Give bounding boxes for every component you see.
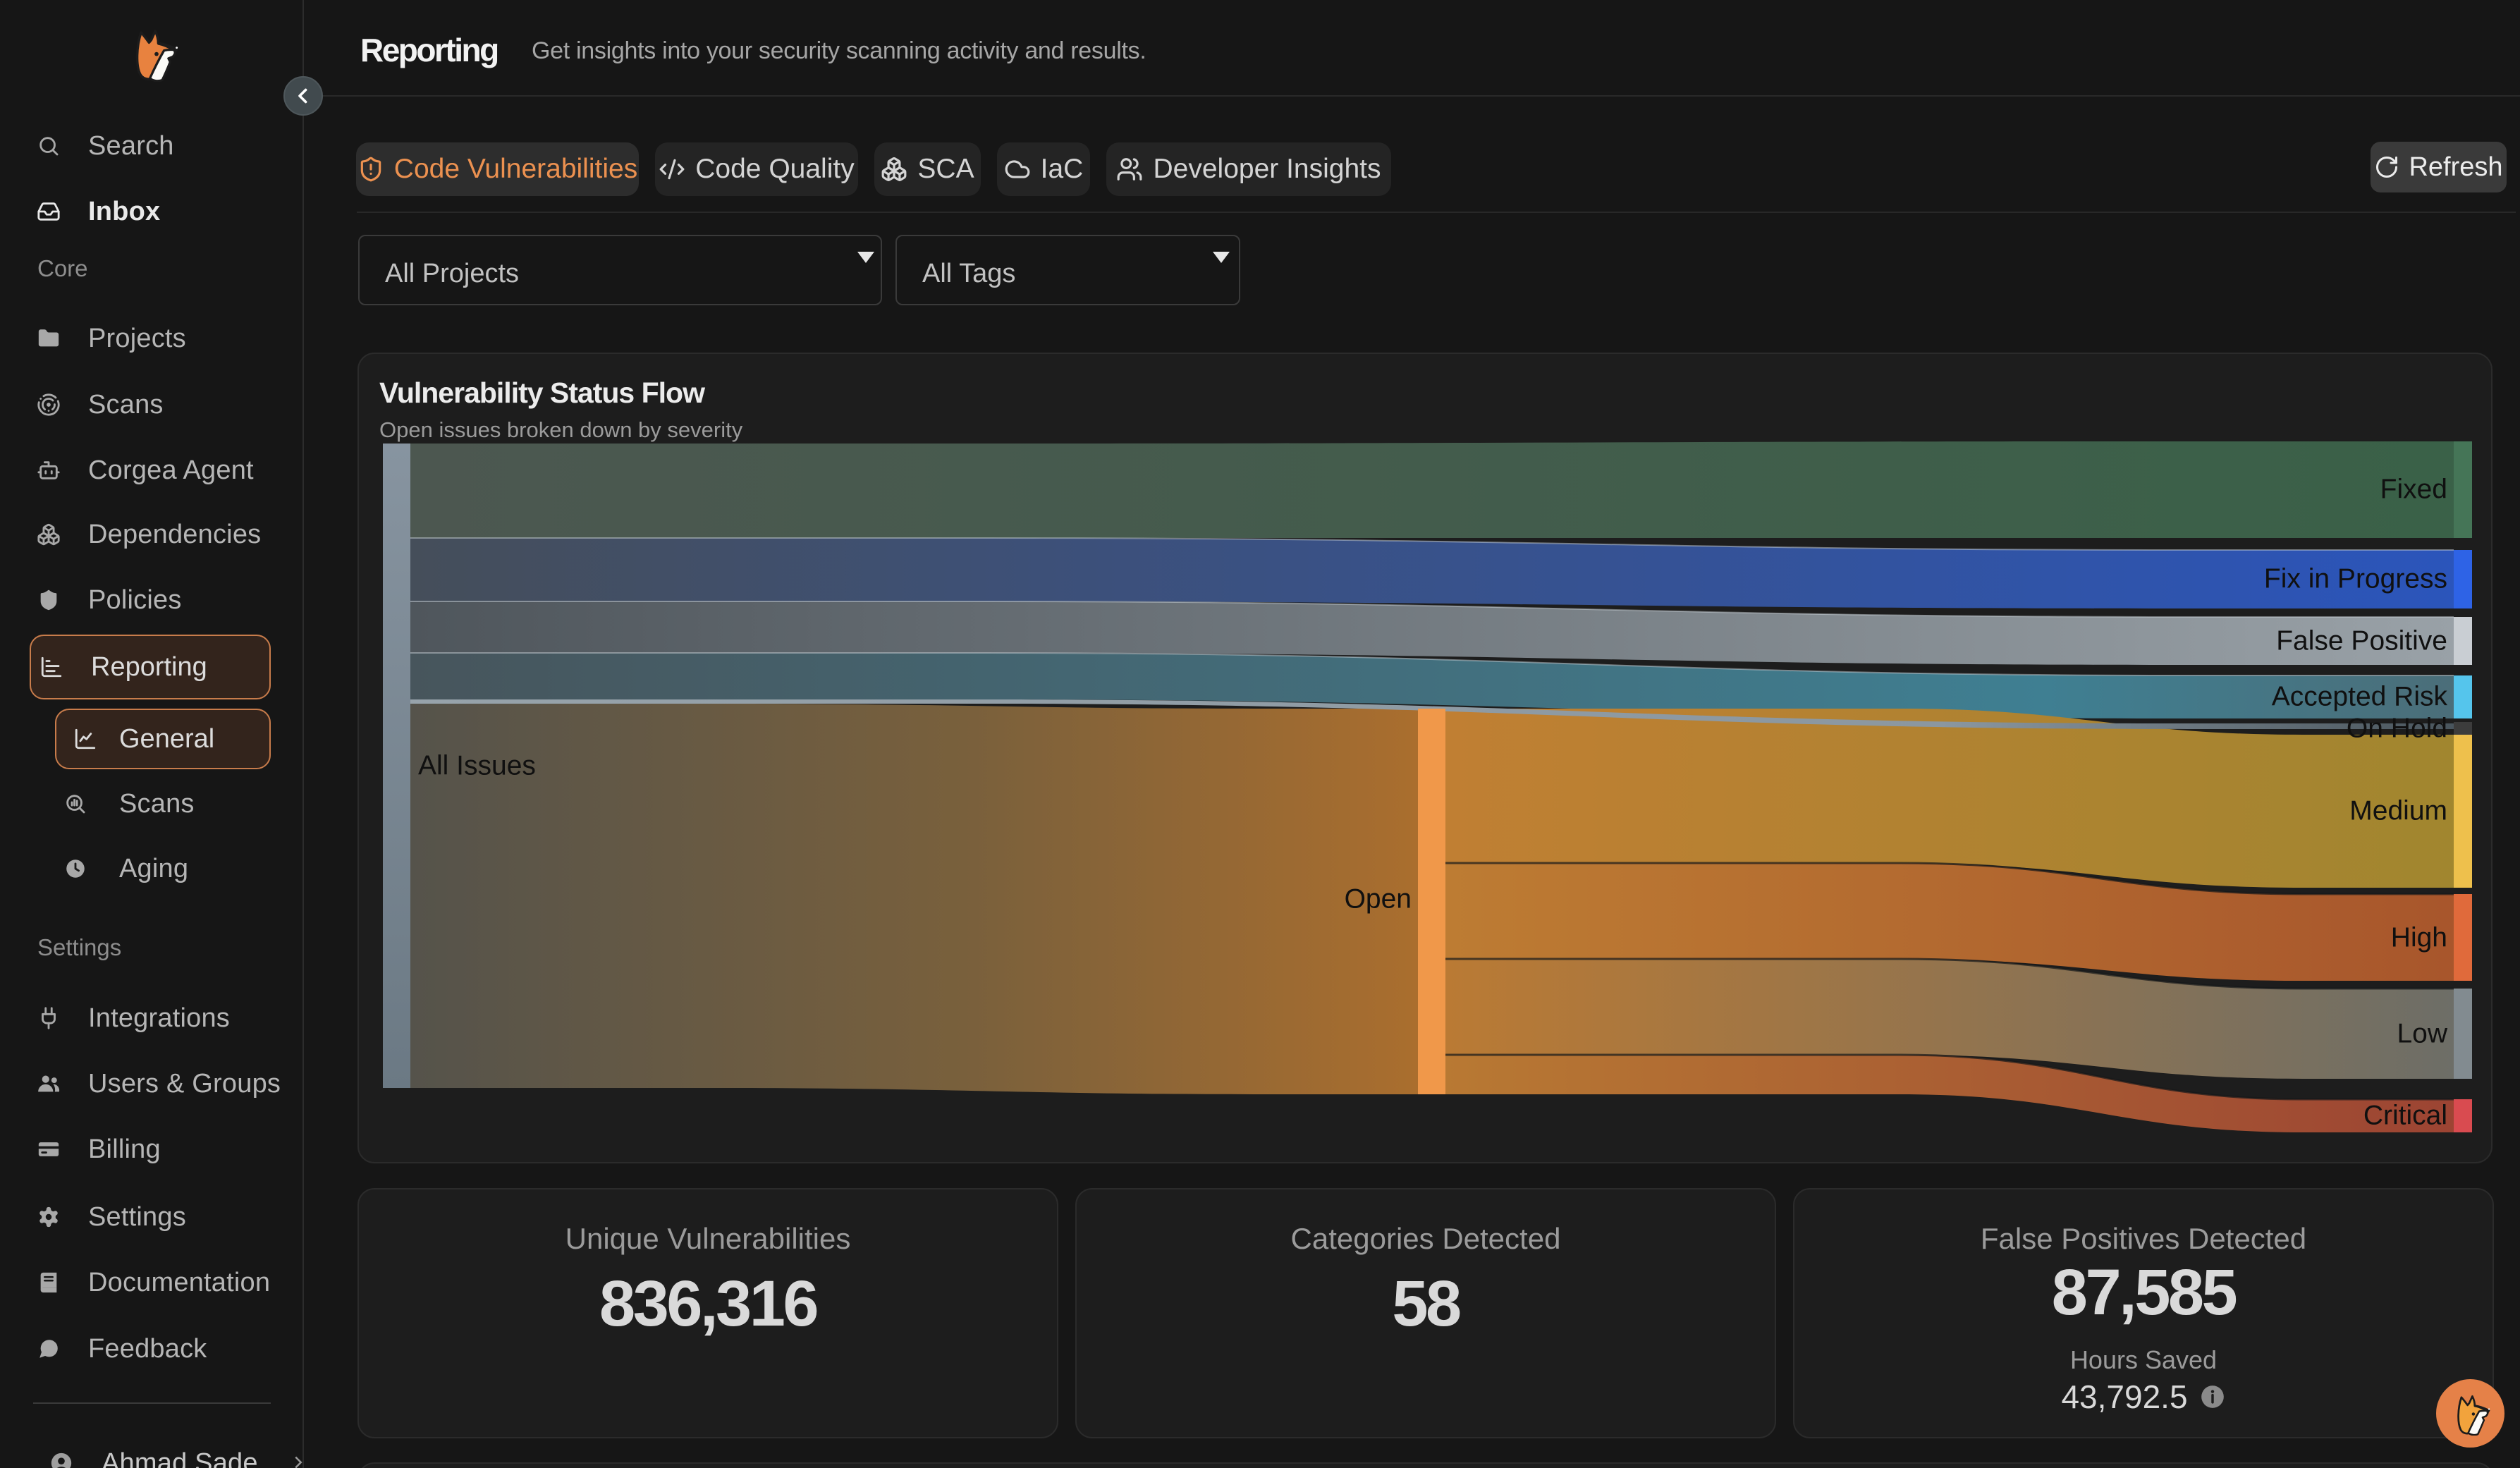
svg-text:Open: Open xyxy=(1345,884,1412,915)
svg-text:Low: Low xyxy=(2397,1019,2447,1049)
svg-text:False Positive: False Positive xyxy=(2276,626,2447,656)
svg-text:Critical: Critical xyxy=(2363,1101,2447,1131)
svg-text:High: High xyxy=(2391,923,2447,953)
svg-text:All Issues: All Issues xyxy=(418,751,536,781)
svg-text:Fixed: Fixed xyxy=(2380,475,2447,505)
svg-text:Accepted Risk: Accepted Risk xyxy=(2272,682,2448,712)
svg-text:On Hold: On Hold xyxy=(2347,714,2447,744)
svg-text:Fix in Progress: Fix in Progress xyxy=(2264,564,2447,594)
svg-text:Medium: Medium xyxy=(2349,796,2447,826)
